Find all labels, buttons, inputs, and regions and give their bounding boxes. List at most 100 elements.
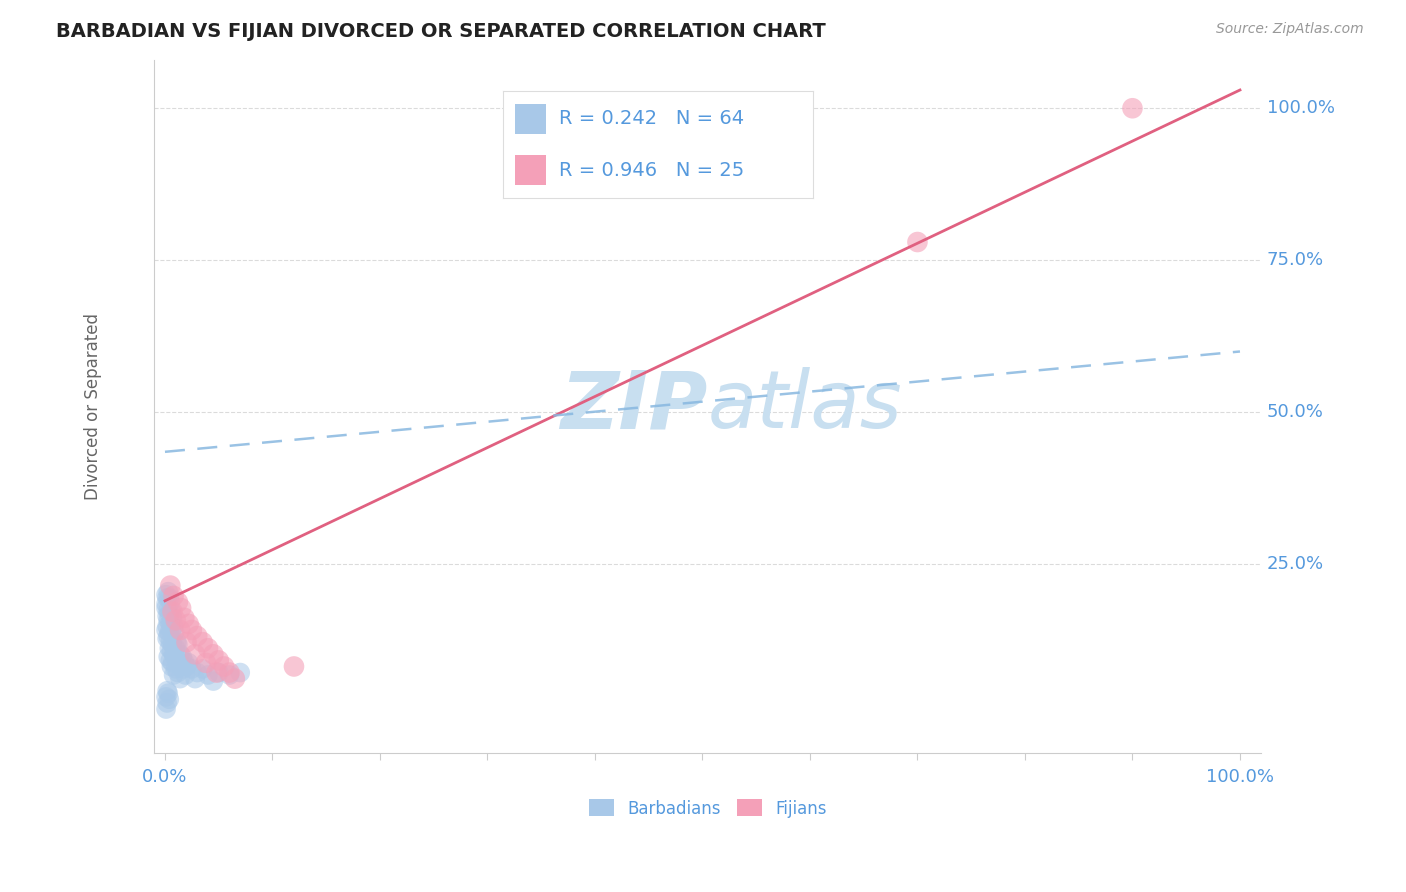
- Point: [157, 686, 180, 700]
- Point: [162, 656, 184, 670]
- Point: [162, 605, 184, 619]
- Point: [162, 648, 184, 662]
- Point: [157, 649, 180, 664]
- Point: [155, 690, 177, 704]
- Text: 0.0%: 0.0%: [142, 768, 187, 786]
- Point: [186, 665, 208, 680]
- Text: 50.0%: 50.0%: [1267, 403, 1323, 421]
- Text: BARBADIAN VS FIJIAN DIVORCED OR SEPARATED CORRELATION CHART: BARBADIAN VS FIJIAN DIVORCED OR SEPARATE…: [56, 22, 825, 41]
- Point: [218, 668, 240, 682]
- Point: [166, 635, 188, 649]
- Point: [169, 648, 191, 662]
- Point: [180, 662, 202, 676]
- Point: [167, 638, 190, 652]
- Text: 75.0%: 75.0%: [1267, 252, 1324, 269]
- Point: [184, 648, 207, 662]
- Point: [176, 659, 198, 673]
- Point: [156, 632, 179, 646]
- Point: [283, 659, 305, 673]
- Point: [169, 623, 191, 637]
- Point: [174, 668, 197, 682]
- Point: [186, 629, 208, 643]
- Text: ZIP: ZIP: [561, 368, 707, 445]
- Point: [162, 619, 184, 633]
- Point: [163, 625, 186, 640]
- Point: [162, 638, 184, 652]
- Point: [157, 603, 180, 617]
- Point: [162, 589, 184, 603]
- Point: [197, 641, 219, 656]
- Text: 25.0%: 25.0%: [1267, 556, 1324, 574]
- Point: [157, 625, 180, 640]
- Point: [162, 611, 184, 625]
- Point: [165, 613, 187, 627]
- Point: [156, 591, 179, 605]
- Point: [218, 665, 240, 680]
- Point: [165, 641, 187, 656]
- Point: [155, 597, 177, 611]
- Point: [172, 649, 194, 664]
- Point: [167, 665, 190, 680]
- Point: [159, 616, 181, 631]
- Point: [208, 653, 231, 667]
- Point: [155, 601, 177, 615]
- Point: [177, 616, 200, 631]
- Point: [157, 607, 180, 622]
- Point: [163, 649, 186, 664]
- Point: [157, 613, 180, 627]
- Point: [194, 656, 217, 670]
- Point: [157, 641, 180, 656]
- Point: [155, 623, 177, 637]
- Point: [191, 662, 214, 676]
- Point: [191, 635, 214, 649]
- Point: [160, 643, 183, 657]
- Point: [208, 665, 231, 680]
- Point: [224, 672, 246, 686]
- Point: [155, 702, 177, 716]
- Point: [160, 659, 183, 673]
- Point: [169, 672, 191, 686]
- Point: [159, 653, 181, 667]
- Point: [176, 635, 198, 649]
- Legend: Barbadians, Fijians: Barbadians, Fijians: [582, 793, 834, 824]
- Point: [173, 611, 195, 625]
- Point: [177, 656, 200, 670]
- Point: [170, 601, 193, 615]
- Point: [167, 656, 190, 670]
- Point: [157, 591, 180, 605]
- Point: [156, 696, 179, 710]
- Point: [159, 595, 181, 609]
- Point: [167, 595, 190, 609]
- Point: [156, 683, 179, 698]
- Point: [229, 665, 252, 680]
- Point: [180, 623, 202, 637]
- Point: [202, 674, 225, 689]
- Text: 100.0%: 100.0%: [1267, 99, 1334, 117]
- Point: [172, 662, 194, 676]
- Point: [205, 665, 228, 680]
- Point: [1121, 101, 1143, 115]
- Point: [162, 668, 184, 682]
- Point: [202, 648, 225, 662]
- Point: [165, 662, 187, 676]
- Point: [197, 668, 219, 682]
- Point: [159, 579, 181, 593]
- Text: atlas: atlas: [707, 368, 903, 445]
- Point: [157, 584, 180, 599]
- Point: [156, 609, 179, 624]
- Point: [160, 623, 183, 637]
- Point: [173, 655, 195, 669]
- Text: 100.0%: 100.0%: [1206, 768, 1274, 786]
- Point: [166, 653, 188, 667]
- Point: [907, 235, 929, 249]
- Text: Source: ZipAtlas.com: Source: ZipAtlas.com: [1216, 22, 1364, 37]
- Point: [155, 588, 177, 602]
- Point: [170, 659, 193, 673]
- Point: [212, 659, 235, 673]
- Point: [157, 629, 180, 643]
- Point: [160, 605, 183, 619]
- Text: Divorced or Separated: Divorced or Separated: [84, 313, 103, 500]
- Point: [184, 672, 207, 686]
- Point: [157, 692, 180, 706]
- Point: [156, 619, 179, 633]
